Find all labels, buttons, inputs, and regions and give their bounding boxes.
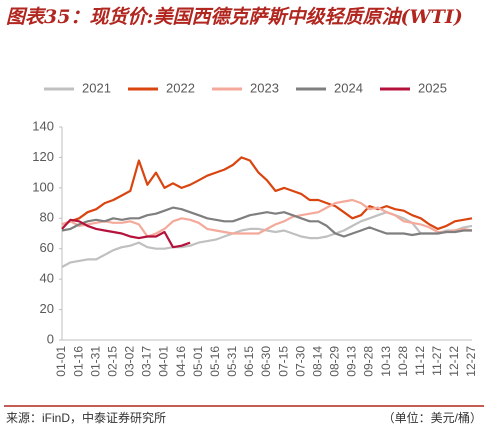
series-line bbox=[61, 156, 473, 230]
x-tick-label: 09-28 bbox=[362, 346, 376, 377]
x-tick-label: 07-30 bbox=[293, 346, 307, 377]
x-tick-label: 04-16 bbox=[174, 346, 188, 377]
y-tick-label: 100 bbox=[32, 179, 54, 194]
x-tick-label: 02-15 bbox=[105, 346, 119, 377]
x-tick-label: 01-31 bbox=[88, 346, 102, 377]
y-tick-label: 80 bbox=[40, 210, 54, 225]
x-tick-label: 10-13 bbox=[379, 346, 393, 377]
chart-title: 图表35：现货价:美国西德克萨斯中级轻质原油(WTI) bbox=[6, 6, 463, 28]
series-line bbox=[61, 206, 472, 238]
x-tick-label: 11-12 bbox=[413, 346, 427, 376]
y-tick-label: 60 bbox=[40, 240, 54, 255]
y-tick-label: 0 bbox=[47, 331, 54, 346]
x-tick-label: 08-14 bbox=[310, 346, 324, 377]
x-tick-label: 05-16 bbox=[208, 346, 222, 377]
series-line bbox=[61, 218, 191, 249]
x-tick-label: 01-16 bbox=[71, 346, 85, 377]
x-tick-label: 08-29 bbox=[328, 346, 342, 377]
x-tick-label: 07-15 bbox=[276, 346, 290, 377]
x-tick-label: 06-30 bbox=[259, 346, 273, 377]
source: 来源：iFinD，中泰证券研究所 bbox=[6, 410, 166, 425]
x-tick-label: 11-27 bbox=[430, 346, 444, 376]
x-tick-label: 06-15 bbox=[242, 346, 256, 377]
y-tick-label: 20 bbox=[40, 301, 54, 316]
x-tick-label: 09-13 bbox=[345, 346, 359, 377]
x-tick-label: 03-02 bbox=[123, 346, 137, 377]
legend-label: 2021 bbox=[82, 80, 111, 95]
y-tick-label: 140 bbox=[32, 118, 54, 133]
x-tick-label: 10-28 bbox=[396, 346, 410, 377]
unit-note: （单位：美元/桶） bbox=[383, 410, 482, 425]
legend-label: 2023 bbox=[250, 80, 279, 95]
legend-label: 2022 bbox=[166, 80, 195, 95]
x-tick-label: 01-01 bbox=[54, 346, 68, 377]
x-tick-label: 05-31 bbox=[225, 346, 239, 377]
legend-label: 2024 bbox=[334, 80, 363, 95]
series-line bbox=[61, 198, 473, 238]
x-tick-label: 03-17 bbox=[140, 346, 154, 377]
y-tick-label: 40 bbox=[40, 271, 54, 286]
x-tick-label: 12-27 bbox=[464, 346, 478, 377]
y-tick-label: 120 bbox=[32, 149, 54, 164]
legend-label: 2025 bbox=[418, 80, 447, 95]
x-tick-label: 04-01 bbox=[157, 346, 171, 377]
x-tick-label: 05-01 bbox=[191, 346, 205, 377]
x-tick-label: 12-12 bbox=[447, 346, 461, 377]
series-line bbox=[61, 211, 473, 268]
